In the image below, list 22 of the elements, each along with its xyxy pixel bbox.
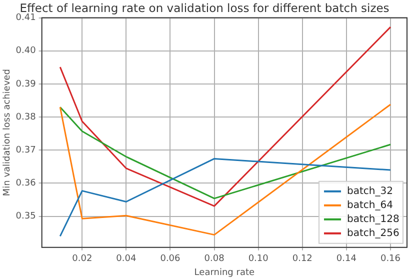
legend-label: batch_256 (347, 228, 400, 239)
x-axis-title: Learning rate (194, 268, 255, 278)
y-tick-label: 0.40 (16, 46, 36, 56)
y-tick-label: 0.38 (16, 112, 36, 122)
x-tick-label: 0.10 (248, 254, 269, 264)
x-tick-label: 0.12 (292, 254, 312, 264)
x-tick-label: 0.02 (72, 254, 92, 264)
x-tick-label: 0.14 (336, 254, 357, 264)
x-tick-label: 0.04 (116, 254, 136, 264)
x-tick-label: 0.06 (160, 254, 181, 264)
legend-label: batch_64 (347, 200, 393, 211)
y-tick-label: 0.41 (16, 13, 36, 24)
legend-label: batch_32 (347, 186, 393, 197)
y-tick-label: 0.35 (16, 212, 36, 222)
y-axis-title: Min validation loss achieved (2, 69, 13, 196)
x-tick-label: 0.16 (380, 254, 401, 264)
chart-title: Effect of learning rate on validation loss for different batch sizes (20, 0, 390, 15)
y-tick-label: 0.36 (16, 178, 36, 189)
legend-label: batch_128 (347, 214, 400, 225)
y-tick-label: 0.37 (16, 145, 36, 156)
x-tick-label: 0.08 (204, 254, 225, 264)
y-tick-label: 0.39 (16, 79, 36, 90)
